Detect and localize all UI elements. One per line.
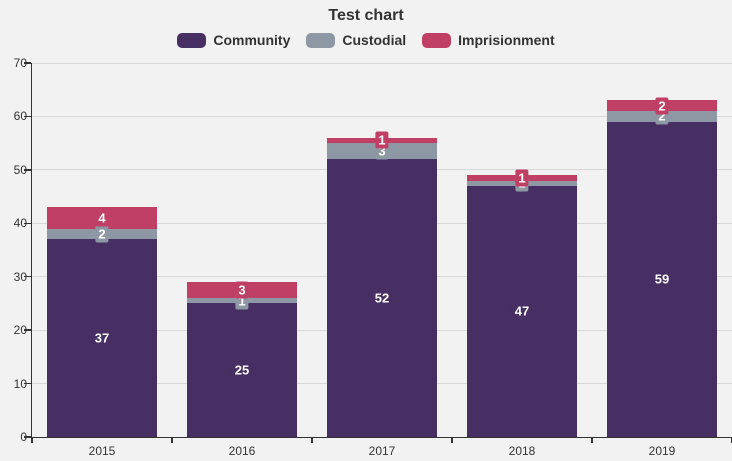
gridline-y-70 (32, 62, 732, 64)
value-label-community-2017: 52 (371, 289, 393, 307)
x-axis-tick (31, 437, 33, 443)
x-axis-label-2015: 2015 (88, 444, 116, 458)
x-axis-tick (591, 437, 593, 443)
gridline-y-60 (32, 115, 732, 117)
value-label-community-2019: 59 (651, 270, 673, 288)
y-axis-tick (24, 115, 31, 118)
chart-legend: Community Custodial Imprisionment (0, 31, 732, 49)
legend-item-community[interactable]: Community (177, 32, 290, 48)
value-label-imprisionment-2016: 3 (235, 281, 249, 299)
y-axis-label: 60 (13, 109, 27, 124)
value-label-imprisionment-2017: 1 (375, 131, 389, 149)
y-axis-tick (24, 436, 31, 438)
y-axis-tick (24, 329, 31, 331)
value-label-community-2015: 37 (91, 329, 113, 347)
value-label-custodial-2015: 2 (95, 225, 109, 243)
legend-item-imprisionment[interactable]: Imprisionment (422, 32, 555, 48)
y-axis-label: 0 (20, 430, 27, 444)
legend-label: Imprisionment (458, 32, 555, 48)
value-label-imprisionment-2018: 1 (515, 169, 529, 187)
x-axis-tick (451, 437, 453, 443)
y-axis-tick (24, 222, 31, 225)
y-axis-label: 10 (13, 376, 27, 391)
legend-swatch-imprisionment (422, 32, 452, 48)
value-label-imprisionment-2019: 2 (655, 97, 669, 115)
y-axis-label: 50 (13, 162, 27, 177)
legend-swatch-community (177, 32, 207, 48)
x-axis-tick (171, 437, 173, 443)
x-axis-label-2019: 2019 (648, 444, 676, 458)
y-axis-tick (24, 62, 31, 64)
legend-label: Community (213, 32, 291, 48)
x-axis-tick (311, 437, 313, 443)
y-axis-tick (24, 169, 31, 171)
x-axis-label-2017: 2017 (368, 444, 396, 458)
plot-area: 0 10 20 30 40 50 60 70 2015 2016 2017 2018 2019 37 25 5… (14, 56, 732, 458)
y-axis-tick (24, 275, 31, 278)
legend-item-custodial[interactable]: Custodial (306, 32, 406, 48)
legend-label: Custodial (342, 32, 407, 48)
x-axis-label-2016: 2016 (228, 444, 256, 458)
y-axis-tick (24, 382, 31, 385)
y-axis-label: 20 (13, 323, 27, 338)
legend-swatch-custodial (306, 32, 336, 48)
y-axis-label: 70 (13, 56, 27, 70)
y-axis-label: 40 (13, 216, 27, 231)
value-label-community-2016: 25 (231, 361, 253, 379)
chart-title: Test chart (328, 7, 404, 24)
value-label-community-2018: 47 (511, 302, 533, 320)
value-label-imprisionment-2015: 4 (95, 209, 109, 227)
x-axis-label-2018: 2018 (508, 444, 536, 458)
y-axis-label: 30 (13, 269, 27, 284)
